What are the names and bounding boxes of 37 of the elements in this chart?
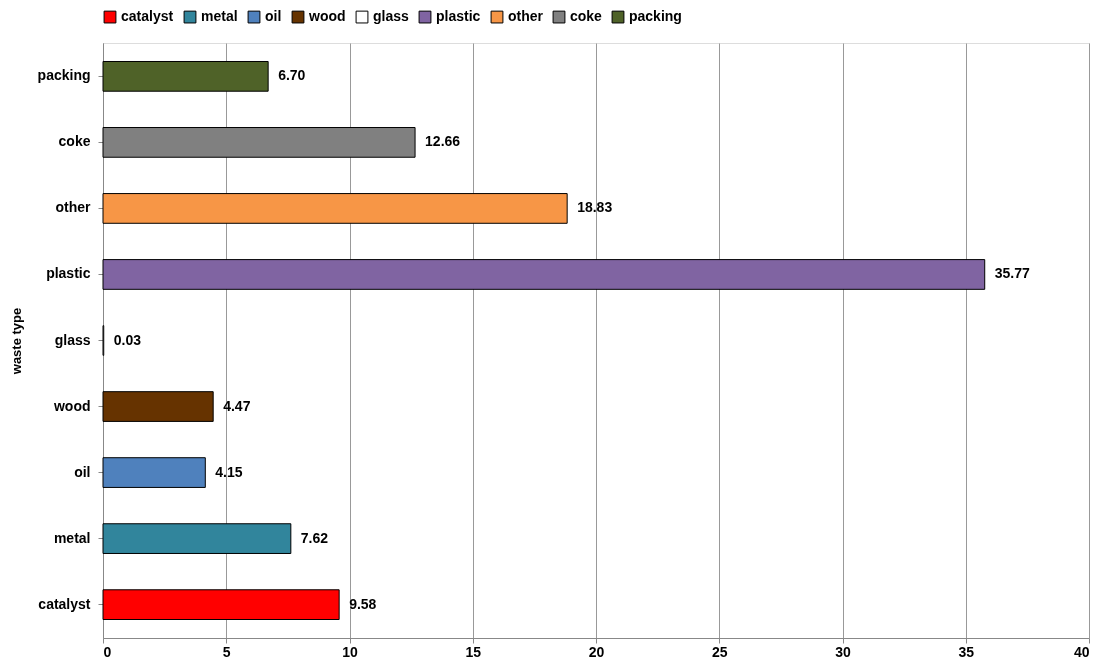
legend-label: metal: [201, 8, 238, 25]
x-tick-label: 35: [958, 643, 975, 660]
y-tick-label: catalyst: [38, 595, 91, 612]
y-tick-label: plastic: [46, 265, 91, 282]
legend-label: packing: [629, 8, 682, 25]
data-label: 35.77: [994, 265, 1030, 282]
y-tick-label: coke: [58, 133, 91, 150]
legend-label: oil: [265, 8, 282, 25]
data-label: 6.70: [278, 67, 306, 84]
data-label: 12.66: [425, 133, 461, 150]
data-label: 0.03: [113, 331, 142, 348]
x-tick-label: 15: [465, 643, 482, 660]
x-tick-label: 20: [588, 643, 605, 660]
x-tick-label: 25: [711, 643, 728, 660]
y-tick-label: wood: [52, 397, 91, 414]
data-label: 7.62: [300, 529, 329, 546]
y-tick-label: other: [55, 199, 92, 216]
y-tick-label: packing: [37, 67, 91, 84]
legend-label: plastic: [436, 8, 481, 25]
legend-label: wood: [308, 8, 346, 25]
data-label: 4.47: [223, 397, 251, 414]
legend-label: coke: [570, 8, 603, 25]
x-tick-label: 0: [103, 643, 112, 660]
y-axis-title: waste type: [8, 307, 24, 376]
y-tick-label: metal: [53, 529, 91, 546]
legend-label: other: [508, 8, 544, 25]
y-tick-label: glass: [54, 331, 91, 348]
x-tick-label: 40: [1073, 643, 1090, 660]
data-label: 4.15: [215, 463, 243, 480]
y-tick-label: oil: [74, 463, 91, 480]
legend-label: glass: [373, 8, 410, 25]
data-label: 9.58: [349, 595, 377, 612]
x-tick-label: 5: [222, 643, 231, 660]
data-label: 18.83: [577, 199, 613, 216]
x-tick-label: 10: [342, 643, 358, 660]
x-tick-label: 30: [835, 643, 851, 660]
legend-label: catalyst: [121, 8, 174, 25]
